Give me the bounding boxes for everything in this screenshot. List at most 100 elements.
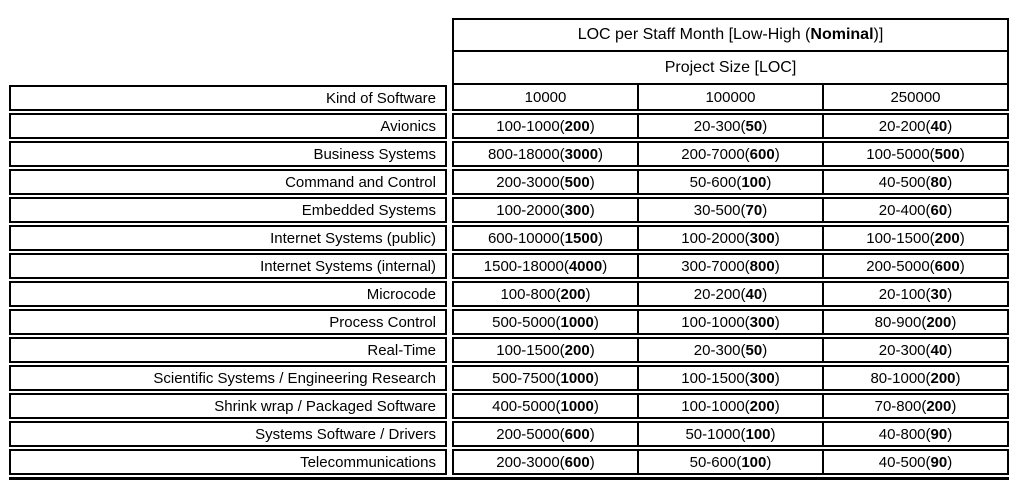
table-row: Avionics 100-1000(200) 20-300(50) 20-200(40…	[9, 113, 1009, 139]
cell-250000: 200-5000(600)	[822, 255, 1007, 277]
row-label: Process Control	[9, 309, 447, 335]
cell-10000: 100-2000(300)	[496, 201, 595, 219]
nominal-value: 600	[564, 425, 590, 443]
table-row: Systems Software / Drivers 200-5000(600) 5…	[9, 421, 1009, 447]
size-column-header-250000: 250000	[822, 85, 1007, 109]
header-left-column: Kind of Software	[9, 85, 447, 111]
nominal-value: 300	[749, 369, 775, 387]
cell-250000: 40-500(80)	[822, 171, 1007, 193]
header-data-block: LOC per Staff Month [Low-High (Nominal)]…	[452, 18, 1009, 111]
table-row: Embedded Systems 100-2000(300) 30-500(70) 2…	[9, 197, 1009, 223]
cell-250000: 20-300(40)	[822, 339, 1007, 361]
nominal-value: 1000	[560, 313, 594, 331]
cell-10000: 800-18000(3000)	[487, 145, 604, 163]
cell-250000: 80-1000(200)	[822, 367, 1007, 389]
row-values: 500-5000(1000) 100-1000(300) 80-900(200)	[452, 309, 1009, 335]
loc-productivity-table: Kind of Software LOC per Staff Month [Lo…	[9, 18, 1009, 480]
cell-250000: 100-5000(500)	[822, 143, 1007, 165]
nominal-value: 30	[930, 285, 948, 303]
nominal-value: 200	[926, 313, 952, 331]
cell-10000: 100-800(200)	[500, 285, 591, 303]
row-values: 200-5000(600) 50-1000(100) 40-800(90)	[452, 421, 1009, 447]
nominal-value: 90	[930, 425, 948, 443]
cell-250000: 40-500(90)	[822, 451, 1007, 473]
nominal-value: 300	[749, 313, 775, 331]
size-columns-row: 10000 100000 250000	[454, 83, 1007, 109]
cell-10000: 500-5000(1000)	[492, 313, 599, 331]
cell-100000: 50-600(100)	[637, 171, 822, 193]
nominal-value: 1000	[560, 397, 594, 415]
cell-10000: 100-1500(200)	[496, 341, 595, 359]
table-row: Command and Control 200-3000(500) 50-600(1…	[9, 169, 1009, 195]
cell-100000: 100-1000(300)	[637, 311, 822, 333]
nominal-value: 200	[934, 229, 960, 247]
nominal-value: 50	[745, 341, 763, 359]
nominal-value: 300	[564, 201, 590, 219]
cell-10000: 600-10000(1500)	[487, 229, 604, 247]
table-row: Process Control 500-5000(1000) 100-1000(30…	[9, 309, 1009, 335]
cell-100000: 20-200(40)	[637, 283, 822, 305]
title-suffix: )]	[873, 26, 884, 43]
cell-250000: 20-400(60)	[822, 199, 1007, 221]
row-values: 600-10000(1500) 100-2000(300) 100-1500(200…	[452, 225, 1009, 251]
nominal-value: 600	[934, 257, 960, 275]
cell-10000: 200-3000(500)	[496, 173, 595, 191]
nominal-value: 1000	[560, 369, 594, 387]
nominal-value: 60	[930, 201, 948, 219]
row-label: Avionics	[9, 113, 447, 139]
cell-10000: 500-7500(1000)	[492, 369, 599, 387]
table-row: Internet Systems (internal) 1500-18000(40…	[9, 253, 1009, 279]
nominal-value: 200	[926, 397, 952, 415]
row-values: 100-1500(200) 20-300(50) 20-300(40)	[452, 337, 1009, 363]
row-label: Telecommunications	[9, 449, 447, 475]
nominal-value: 40	[745, 285, 763, 303]
nominal-value: 500	[934, 145, 960, 163]
row-values: 1500-18000(4000) 300-7000(800) 200-5000(60…	[452, 253, 1009, 279]
table-header: Kind of Software LOC per Staff Month [Lo…	[9, 18, 1009, 111]
cell-10000: 400-5000(1000)	[492, 397, 599, 415]
nominal-value: 80	[930, 173, 948, 191]
cell-250000: 40-800(90)	[822, 423, 1007, 445]
nominal-value: 200	[564, 117, 590, 135]
row-label: Command and Control	[9, 169, 447, 195]
nominal-value: 40	[930, 117, 948, 135]
row-values: 400-5000(1000) 100-1000(200) 70-800(200)	[452, 393, 1009, 419]
row-label: Systems Software / Drivers	[9, 421, 447, 447]
table-row: Internet Systems (public) 600-10000(1500)…	[9, 225, 1009, 251]
cell-10000: 200-3000(600)	[496, 453, 595, 471]
nominal-value: 4000	[568, 257, 603, 275]
size-column-header-100000: 100000	[637, 85, 822, 109]
row-label: Internet Systems (internal)	[9, 253, 447, 279]
row-values: 200-3000(600) 50-600(100) 40-500(90)	[452, 449, 1009, 475]
row-values: 100-800(200) 20-200(40) 20-100(30)	[452, 281, 1009, 307]
table-row: Microcode 100-800(200) 20-200(40) 20-100(30…	[9, 281, 1009, 307]
nominal-value: 600	[749, 145, 775, 163]
nominal-value: 90	[930, 453, 948, 471]
cell-10000: 1500-18000(4000)	[483, 257, 608, 275]
row-label: Embedded Systems	[9, 197, 447, 223]
row-label: Shrink wrap / Packaged Software	[9, 393, 447, 419]
cell-250000: 20-200(40)	[822, 115, 1007, 137]
table-row: Telecommunications 200-3000(600) 50-600(10…	[9, 449, 1009, 475]
project-size-label: Project Size [LOC]	[664, 58, 797, 76]
size-column-header-10000: 10000	[524, 88, 567, 106]
row-values: 200-3000(500) 50-600(100) 40-500(80)	[452, 169, 1009, 195]
project-size-header: Project Size [LOC]	[454, 50, 1007, 83]
row-values: 500-7500(1000) 100-1500(300) 80-1000(200)	[452, 365, 1009, 391]
nominal-value: 600	[564, 453, 590, 471]
cell-250000: 100-1500(200)	[822, 227, 1007, 249]
nominal-value: 1500	[564, 229, 599, 247]
nominal-value: 200	[564, 341, 590, 359]
table-row: Real-Time 100-1500(200) 20-300(50) 20-300(4…	[9, 337, 1009, 363]
row-label: Business Systems	[9, 141, 447, 167]
cell-250000: 80-900(200)	[822, 311, 1007, 333]
table-row: Scientific Systems / Engineering Researc…	[9, 365, 1009, 391]
row-label: Scientific Systems / Engineering Researc…	[9, 365, 447, 391]
table-body: Avionics 100-1000(200) 20-300(50) 20-200(40…	[9, 113, 1009, 475]
cell-100000: 20-300(50)	[637, 115, 822, 137]
kind-of-software-header: Kind of Software	[9, 85, 447, 111]
cell-100000: 30-500(70)	[637, 199, 822, 221]
cell-250000: 70-800(200)	[822, 395, 1007, 417]
nominal-value: 50	[745, 117, 763, 135]
cell-10000: 200-5000(600)	[496, 425, 595, 443]
